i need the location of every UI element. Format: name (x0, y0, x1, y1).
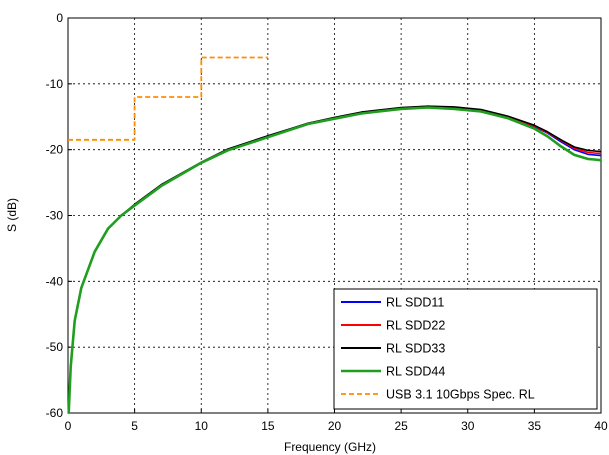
x-tick-label: 20 (328, 419, 342, 433)
x-axis-ticks: 0 5 10 15 20 25 30 35 40 (65, 409, 608, 433)
series-layer (67, 56, 602, 414)
series-line-usb-3-1-10gbps-spec-rl (68, 56, 268, 141)
y-tick-label: -40 (46, 274, 64, 288)
legend-label: USB 3.1 10Gbps Spec. RL (386, 388, 535, 402)
y-axis-ticks: 0 -10 -20 -30 -40 -50 -60 (46, 11, 72, 420)
legend-label: RL SDD44 (386, 365, 445, 379)
x-tick-label: 35 (528, 419, 542, 433)
x-tick-label: 40 (594, 419, 608, 433)
y-tick-label: -60 (46, 406, 64, 420)
x-tick-label: 15 (261, 419, 275, 433)
series-line-rl-sdd44 (67, 106, 602, 414)
y-tick-label: -10 (46, 77, 64, 91)
x-tick-label: 5 (131, 419, 138, 433)
legend: RL SDD11 RL SDD22 RL SDD33 RL SDD44 USB 3.1 … (333, 288, 598, 410)
legend-label: RL SDD22 (386, 319, 445, 333)
legend-items: RL SDD11 RL SDD22 RL SDD33 RL SDD44 USB 3.1 … (341, 296, 535, 402)
grid-lines (68, 18, 601, 413)
y-tick-label: -20 (46, 143, 64, 157)
legend-label: RL SDD33 (386, 342, 445, 356)
y-axis-label: S (dB) (5, 198, 19, 232)
x-tick-label: 30 (461, 419, 475, 433)
x-tick-label: 0 (65, 419, 72, 433)
y-tick-label: -30 (46, 209, 64, 223)
x-tick-label: 25 (394, 419, 408, 433)
x-axis-label: Frequency (GHz) (284, 440, 376, 454)
y-tick-label: 0 (56, 11, 63, 25)
y-tick-label: -50 (46, 340, 64, 354)
legend-label: RL SDD11 (386, 296, 444, 310)
x-tick-label: 10 (195, 419, 209, 433)
